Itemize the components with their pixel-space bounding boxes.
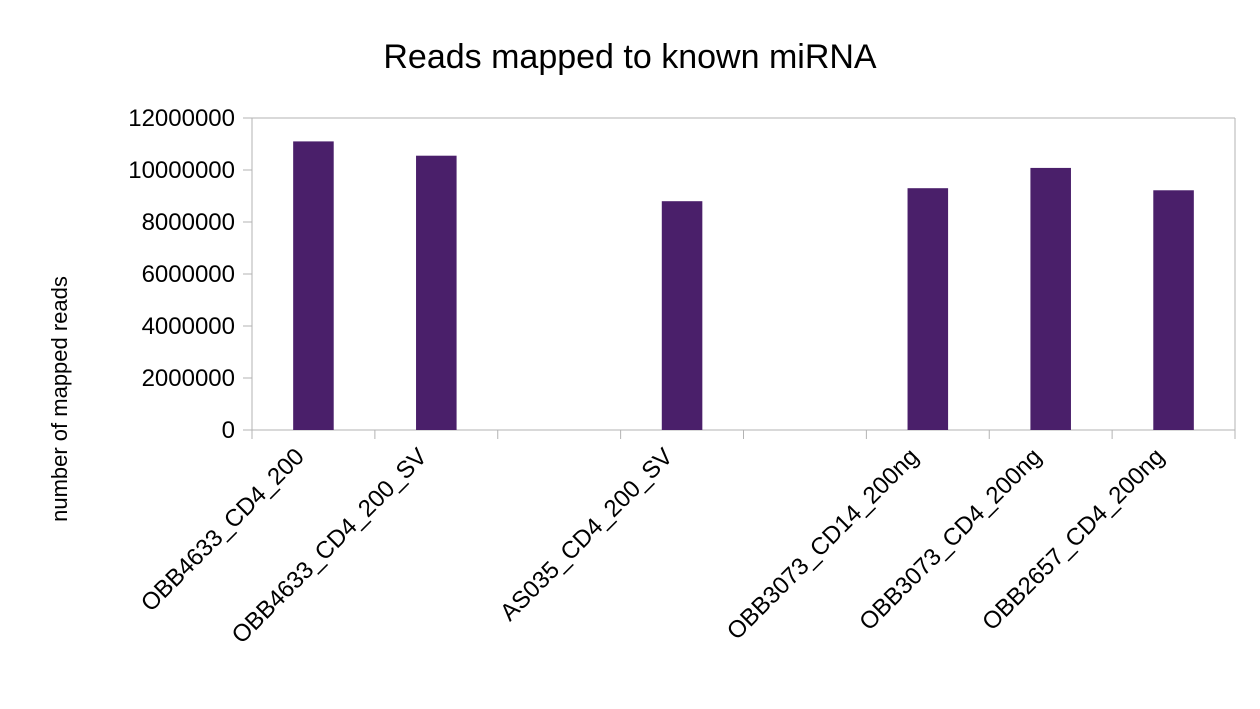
bar: [661, 201, 703, 430]
y-tick-label: 6000000: [142, 261, 235, 288]
bar: [293, 141, 334, 430]
y-tick-label: 8000000: [142, 209, 235, 236]
y-tick-label: 4000000: [142, 313, 235, 340]
plot-area: [251, 117, 1236, 431]
bar: [1153, 190, 1194, 430]
chart-title: Reads mapped to known miRNA: [383, 38, 877, 76]
bar: [907, 188, 949, 430]
y-tick-label: 10000000: [128, 157, 235, 184]
y-tick-label: 12000000: [128, 105, 235, 132]
y-axis-title: number of mapped reads: [47, 276, 72, 522]
x-axis: [251, 430, 1236, 439]
bar: [1030, 167, 1071, 431]
bar: [416, 155, 457, 430]
y-tick-label: 0: [222, 417, 235, 444]
category-label: AS035_CD4_200_SV: [495, 443, 678, 626]
y-tick-label: 2000000: [142, 365, 235, 392]
category-label: OBB4633_CD4_200_SV: [227, 443, 433, 649]
y-axis: 0 2000000 4000000 6000000 8000000 10000000 120…: [128, 105, 252, 444]
bar-series: [293, 141, 1194, 431]
